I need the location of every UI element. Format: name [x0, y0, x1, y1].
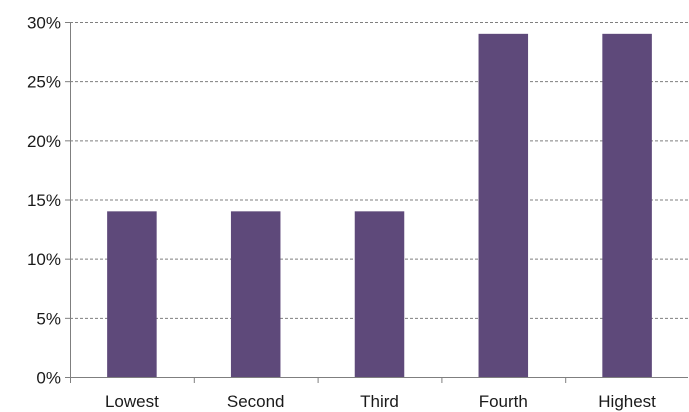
- x-tick-label-lowest: Lowest: [105, 392, 159, 411]
- x-tick-label-third: Third: [360, 392, 399, 411]
- bars: [107, 34, 652, 377]
- bar-second: [231, 211, 281, 377]
- x-tick-label-highest: Highest: [598, 392, 656, 411]
- y-tick-label: 10%: [27, 250, 61, 269]
- y-tick-label: 15%: [27, 191, 61, 210]
- bar-lowest: [107, 211, 157, 377]
- x-tick-labels: Lowest Second Third Fourth Highest: [71, 377, 657, 411]
- bar-fourth: [479, 34, 529, 377]
- y-tick-labels: 0% 5% 10% 15% 20% 25% 30%: [27, 14, 70, 388]
- y-tick-label: 5%: [36, 309, 61, 328]
- y-tick-label: 20%: [27, 132, 61, 151]
- x-tick-label-fourth: Fourth: [479, 392, 528, 411]
- bar-highest: [602, 34, 652, 377]
- y-tick-label: 30%: [27, 14, 61, 33]
- y-tick-label: 0%: [36, 369, 61, 388]
- y-tick-label: 25%: [27, 73, 61, 92]
- x-tick-label-second: Second: [227, 392, 285, 411]
- bar-third: [355, 211, 405, 377]
